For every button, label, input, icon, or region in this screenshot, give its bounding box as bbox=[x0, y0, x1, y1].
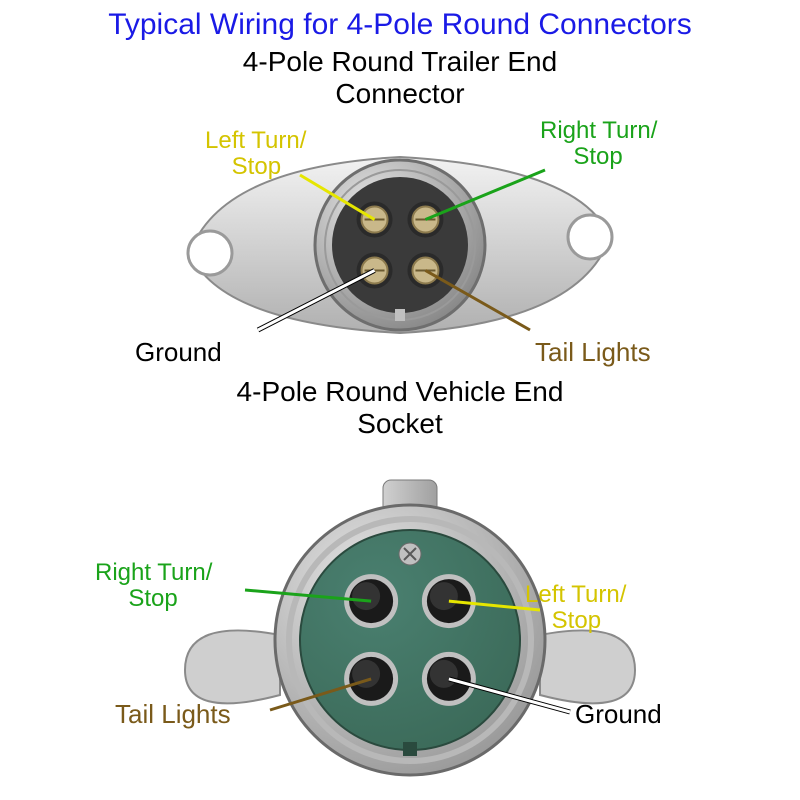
label-top-right-turn: Right Turn/ Stop bbox=[540, 118, 657, 171]
top-subtitle-line1: 4-Pole Round Trailer End bbox=[0, 46, 800, 78]
label-bot-left-turn: Left Turn/ Stop bbox=[525, 582, 626, 635]
label-bot-tail: Tail Lights bbox=[115, 700, 231, 729]
main-title: Typical Wiring for 4-Pole Round Connecto… bbox=[0, 8, 800, 42]
top-subtitle-line2: Connector bbox=[0, 78, 800, 110]
label-top-tail: Tail Lights bbox=[535, 338, 651, 367]
label-bot-right-turn: Right Turn/ Stop bbox=[95, 560, 212, 613]
bottom-subtitle-line2: Socket bbox=[0, 408, 800, 440]
label-top-left-turn: Left Turn/ Stop bbox=[205, 128, 306, 181]
label-bot-ground: Ground bbox=[575, 700, 662, 729]
label-top-ground: Ground bbox=[135, 338, 222, 367]
bottom-subtitle-line1: 4-Pole Round Vehicle End bbox=[0, 376, 800, 408]
